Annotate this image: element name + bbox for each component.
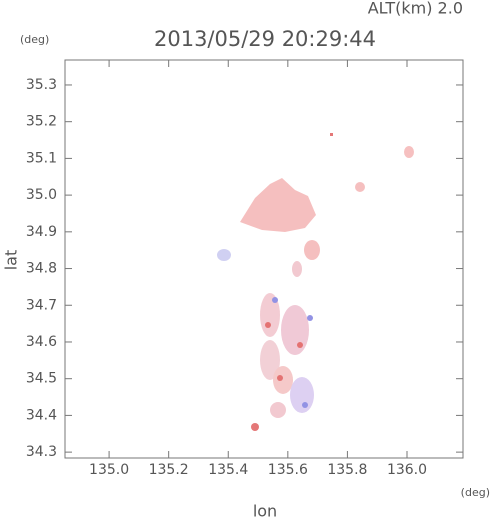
- y-unit: (deg): [20, 33, 49, 46]
- y-tick-label: 35.0: [26, 187, 57, 203]
- radar-echoes: [217, 133, 414, 431]
- x-tick-label: 136.0: [387, 462, 427, 478]
- y-axis-label: lat: [2, 250, 21, 271]
- y-tick-label: 34.5: [26, 371, 57, 387]
- y-tick-label: 34.6: [26, 334, 57, 350]
- y-tick-label: 34.7: [26, 297, 57, 313]
- x-tick-label: 135.6: [268, 462, 308, 478]
- y-tick-label: 35.1: [26, 150, 57, 166]
- y-tick-label: 35.2: [26, 114, 57, 130]
- chart-title: 2013/05/29 20:29:44: [154, 27, 376, 51]
- x-tick-label: 135.0: [89, 462, 129, 478]
- y-tick-label: 34.8: [26, 261, 57, 277]
- x-unit: (deg): [461, 486, 490, 499]
- y-tick-label: 34.9: [26, 224, 57, 240]
- y-tick-label: 34.4: [26, 407, 57, 423]
- altitude-label: ALT(km) 2.0: [368, 0, 463, 18]
- x-axis-label: lon: [253, 502, 277, 521]
- x-tick-label: 135.8: [327, 462, 367, 478]
- x-tick-label: 135.4: [208, 462, 248, 478]
- plot-frame: [64, 59, 464, 459]
- x-tick-label: 135.2: [149, 462, 189, 478]
- y-tick-label: 35.3: [26, 77, 57, 93]
- y-tick-label: 34.3: [26, 444, 57, 460]
